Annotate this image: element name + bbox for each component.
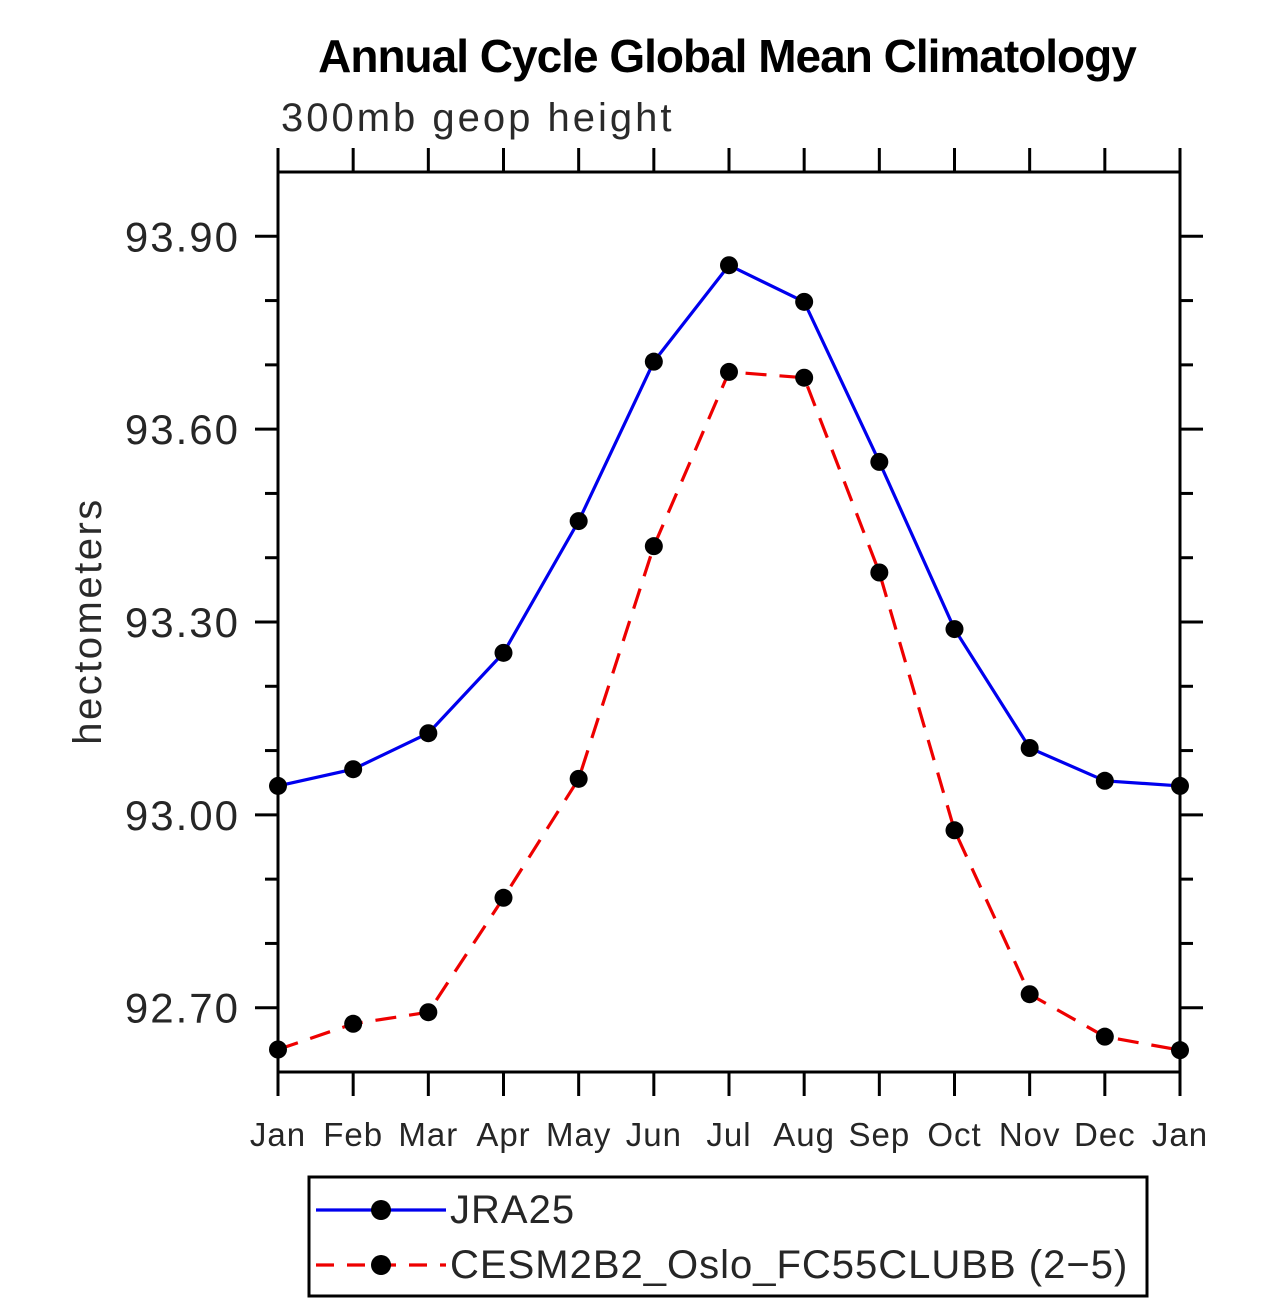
x-tick-label: Mar: [398, 1116, 458, 1153]
legend-label: JRA25: [450, 1188, 575, 1232]
y-axis-title: hectometers: [66, 497, 110, 745]
data-point-marker: [644, 537, 663, 556]
y-tick-label: 93.60: [125, 406, 240, 453]
chart-title: Annual Cycle Global Mean Climatology: [318, 30, 1137, 82]
x-tick-label: Apr: [476, 1116, 530, 1153]
x-tick-label: Jun: [626, 1116, 682, 1153]
cesm2b2-oslo-fc55clubb-2-markers: [269, 362, 1189, 1060]
legend-entry: CESM2B2_Oslo_FC55CLUBB (2−5): [316, 1243, 1128, 1287]
data-point-marker: [569, 769, 588, 788]
x-tick-label: Dec: [1074, 1116, 1136, 1153]
x-tick-label: Sep: [848, 1116, 910, 1153]
data-point-marker: [419, 1003, 438, 1022]
x-tick-label: Nov: [999, 1116, 1061, 1153]
axis-labels: Jan Feb Mar Apr May Jun Jul Aug Sep Oct Nov Dec Jan 9…: [125, 213, 1208, 1153]
legend-marker: [371, 1255, 391, 1275]
jra25-line: [277, 263, 1181, 788]
y-tick-label: 92.70: [125, 985, 240, 1032]
x-tick-label: Feb: [323, 1116, 383, 1153]
data-point-marker: [795, 368, 814, 387]
plot-border: [276, 170, 1182, 1074]
data-point-marker: [720, 256, 738, 275]
data-point-marker: [344, 760, 363, 779]
data-point-marker: [870, 563, 889, 582]
y-tick-label: 93.00: [125, 792, 240, 839]
x-tick-label: Jan: [1152, 1116, 1208, 1153]
data-point-marker: [494, 888, 513, 907]
data-point-marker: [494, 643, 513, 662]
legend: JRA25 CESM2B2_Oslo_FC55CLUBB (2−5): [307, 1175, 1149, 1298]
legend-marker: [371, 1200, 391, 1220]
y-tick-label: 93.30: [125, 599, 240, 646]
data-point-marker: [720, 362, 738, 381]
cesm2b2-oslo-fc55clubb-2-line: [277, 370, 1181, 1052]
x-tick-label: Jan: [250, 1116, 306, 1153]
y-tick-label: 93.90: [125, 213, 240, 260]
data-point-marker: [870, 452, 889, 471]
x-tick-label: May: [546, 1116, 611, 1153]
data-point-marker: [344, 1014, 363, 1033]
data-point-marker: [569, 512, 588, 531]
data-point-marker: [945, 620, 964, 639]
data-point-marker: [1095, 771, 1114, 790]
axis-ticks: [255, 148, 1203, 1096]
data-point-marker: [945, 821, 964, 840]
x-tick-label: Jul: [706, 1116, 751, 1153]
data-point-marker: [1020, 985, 1039, 1004]
legend-label: CESM2B2_Oslo_FC55CLUBB (2−5): [450, 1243, 1128, 1287]
legend-entry: JRA25: [316, 1188, 575, 1232]
plot-series: [269, 256, 1189, 1060]
x-tick-label: Oct: [927, 1116, 981, 1153]
data-point-marker: [1095, 1027, 1114, 1046]
x-tick-label: Aug: [773, 1116, 835, 1153]
jra25-markers: [269, 256, 1189, 795]
data-point-marker: [644, 352, 663, 371]
legend-box: [307, 1175, 1149, 1298]
data-point-marker: [1020, 739, 1039, 757]
chart-subtitle: 300mb geop height: [281, 96, 675, 140]
data-point-marker: [795, 292, 814, 311]
data-point-marker: [419, 724, 438, 743]
